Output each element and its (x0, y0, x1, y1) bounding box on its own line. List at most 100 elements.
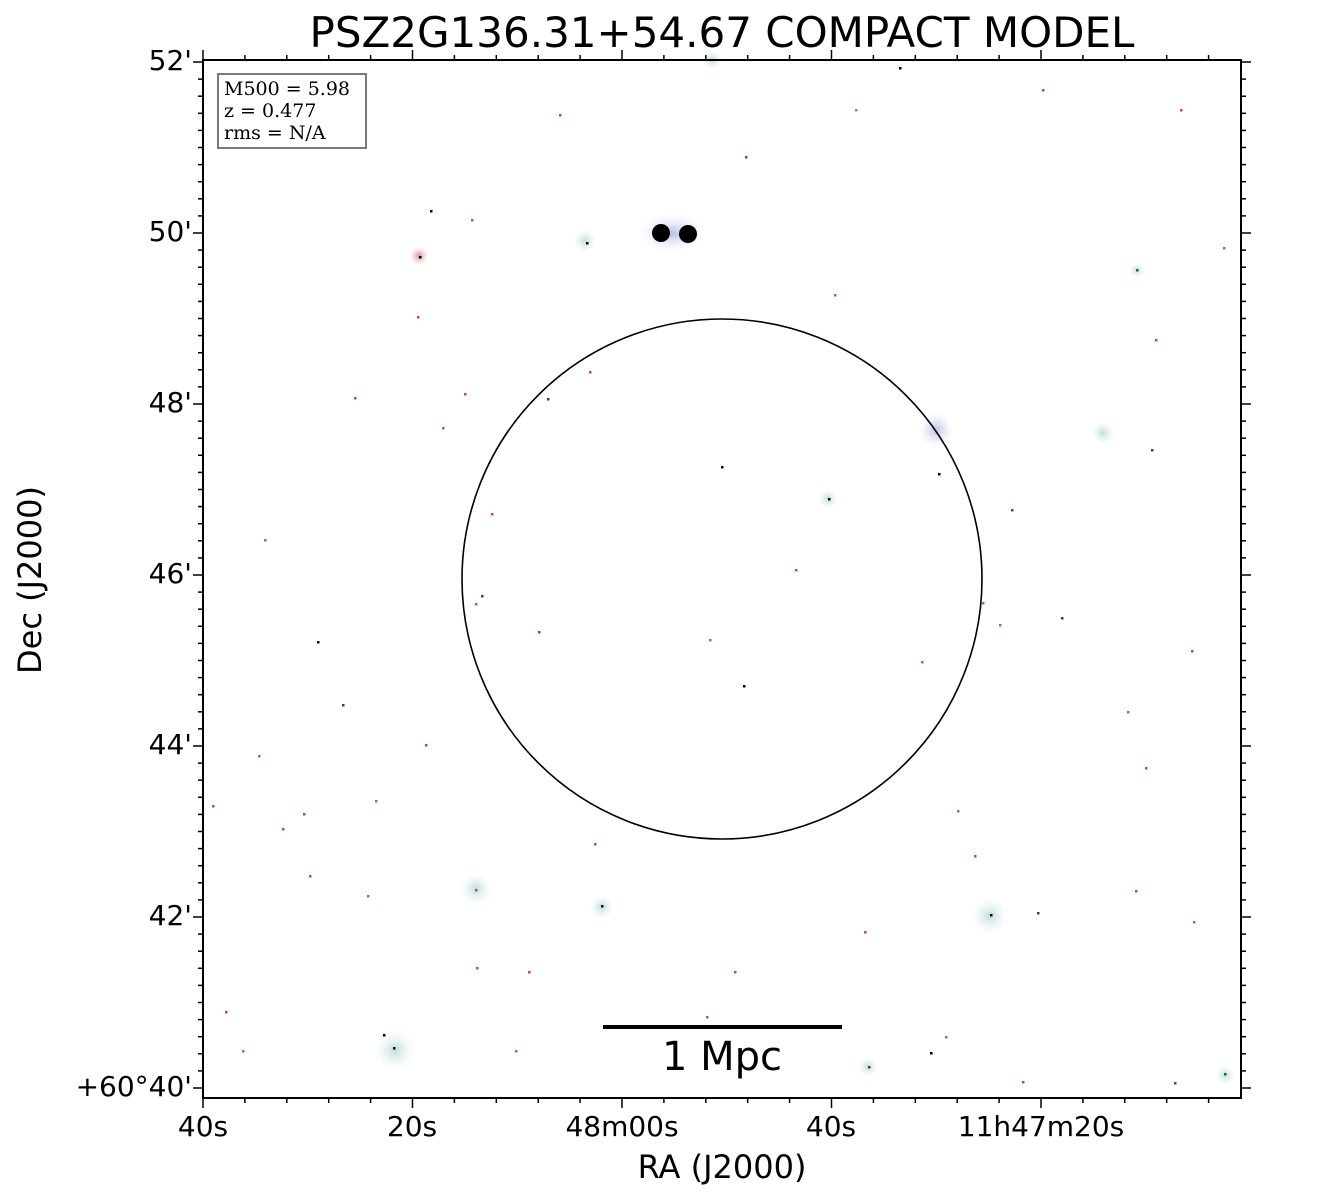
noise-pixel (1136, 269, 1139, 272)
noise-pixel (1180, 109, 1183, 112)
source-halo (1091, 421, 1115, 445)
noise-pixel (743, 685, 746, 688)
y-tick-label: +60°40' (75, 1070, 192, 1103)
y-tick-label: 42' (148, 899, 192, 932)
noise-pixel (430, 210, 433, 213)
noise-pixel (1145, 767, 1148, 770)
noise-pixel (1191, 650, 1194, 653)
noise-pixel (868, 1066, 871, 1069)
noise-pixel (1155, 339, 1158, 342)
bright-source (679, 225, 697, 243)
noise-pixel (945, 1036, 948, 1039)
noise-pixel (471, 219, 474, 222)
noise-pixel (264, 539, 267, 542)
scale-bar-label: 1 Mpc (661, 1034, 783, 1080)
noise-pixel (1022, 1081, 1025, 1084)
y-tick-label: 52' (148, 44, 192, 77)
noise-pixel (425, 744, 428, 747)
bright-source (652, 224, 670, 242)
noise-pixel (999, 624, 1002, 627)
noise-pixel (594, 843, 597, 846)
x-tick-label: 40s (177, 1110, 229, 1143)
y-tick-label: 50' (148, 215, 192, 248)
noise-pixel (899, 67, 902, 70)
noise-pixel (864, 931, 867, 934)
noise-pixel (393, 1047, 396, 1050)
noise-pixel (721, 466, 724, 469)
noise-pixel (212, 805, 215, 808)
noise-pixel (375, 800, 378, 803)
noise-pixel (354, 397, 357, 400)
noise-pixel (547, 398, 550, 401)
noise-pixel (538, 631, 541, 634)
noise-pixel (1223, 247, 1226, 250)
noise-pixel (990, 914, 993, 917)
noise-pixel (589, 371, 592, 374)
noise-pixel (464, 393, 467, 396)
noise-pixel (317, 641, 320, 644)
noise-pixel (481, 595, 484, 598)
noise-pixel (1151, 449, 1154, 452)
noise-pixel (974, 855, 977, 858)
y-axis-label: Dec (J2000) (11, 486, 49, 674)
noise-pixel (242, 1050, 245, 1053)
noise-pixel (1193, 921, 1196, 924)
noise-pixel (1224, 1073, 1227, 1076)
y-tick-label: 48' (148, 386, 192, 419)
axis-ticks (193, 50, 1251, 1108)
noise-pixel (282, 828, 285, 831)
noise-pixel (734, 971, 737, 974)
noise-pixel (1135, 890, 1138, 893)
noise-pixel (1061, 617, 1064, 620)
noise-pixel (417, 316, 420, 319)
noise-pixel (309, 875, 312, 878)
noise-pixel (225, 1011, 228, 1014)
noise-pixel (855, 109, 858, 112)
info-m500: M500 = 5.98 (224, 78, 351, 100)
noise-pixel (982, 602, 985, 605)
x-axis-label: RA (J2000) (637, 1148, 807, 1186)
noise-pixel (930, 1052, 933, 1055)
y-tick-label: 46' (148, 557, 192, 590)
noise-pixel (1174, 1082, 1177, 1085)
noise-pixel (258, 755, 261, 758)
noise-pixel (828, 498, 831, 501)
noise-pixel (1127, 711, 1130, 714)
noise-pixel (559, 114, 562, 117)
noise-pixel (1037, 912, 1040, 915)
noise-pixel (938, 473, 941, 476)
noise-pixel (491, 513, 494, 516)
plot-title: PSZ2G136.31+54.67 COMPACT MODEL (309, 8, 1135, 57)
x-tick-label: 48m00s (565, 1110, 679, 1143)
x-tick-label: 20s (386, 1110, 438, 1143)
info-redshift: z = 0.477 (224, 100, 317, 122)
noise-pixel (834, 294, 837, 297)
noise-pixel (419, 256, 422, 259)
noise-pixel (303, 813, 306, 816)
source-halo (638, 213, 706, 253)
info-box: M500 = 5.98 z = 0.477 rms = N/A (217, 73, 367, 149)
noise-pixel (528, 971, 531, 974)
noise-pixel (1042, 89, 1045, 92)
noise-pixel (921, 661, 924, 664)
noise-pixel (515, 1050, 518, 1053)
noise-pixel (795, 569, 798, 572)
x-tick-label: 40s (805, 1110, 857, 1143)
noise-pixel (1011, 509, 1014, 512)
noise-pixel (586, 242, 589, 245)
plot-frame (202, 59, 1242, 1099)
sky-image (212, 50, 1235, 1085)
noise-pixel (383, 1034, 386, 1037)
noise-pixel (476, 967, 479, 970)
noise-pixel (601, 905, 604, 908)
noise-pixel (706, 1016, 709, 1019)
noise-pixel (957, 810, 960, 813)
source-halo (573, 229, 597, 253)
noise-pixel (475, 889, 478, 892)
r500-circle (461, 318, 983, 840)
source-halo (375, 1030, 415, 1070)
noise-pixel (745, 156, 748, 159)
info-rms: rms = N/A (224, 122, 326, 144)
noise-pixel (367, 895, 370, 898)
